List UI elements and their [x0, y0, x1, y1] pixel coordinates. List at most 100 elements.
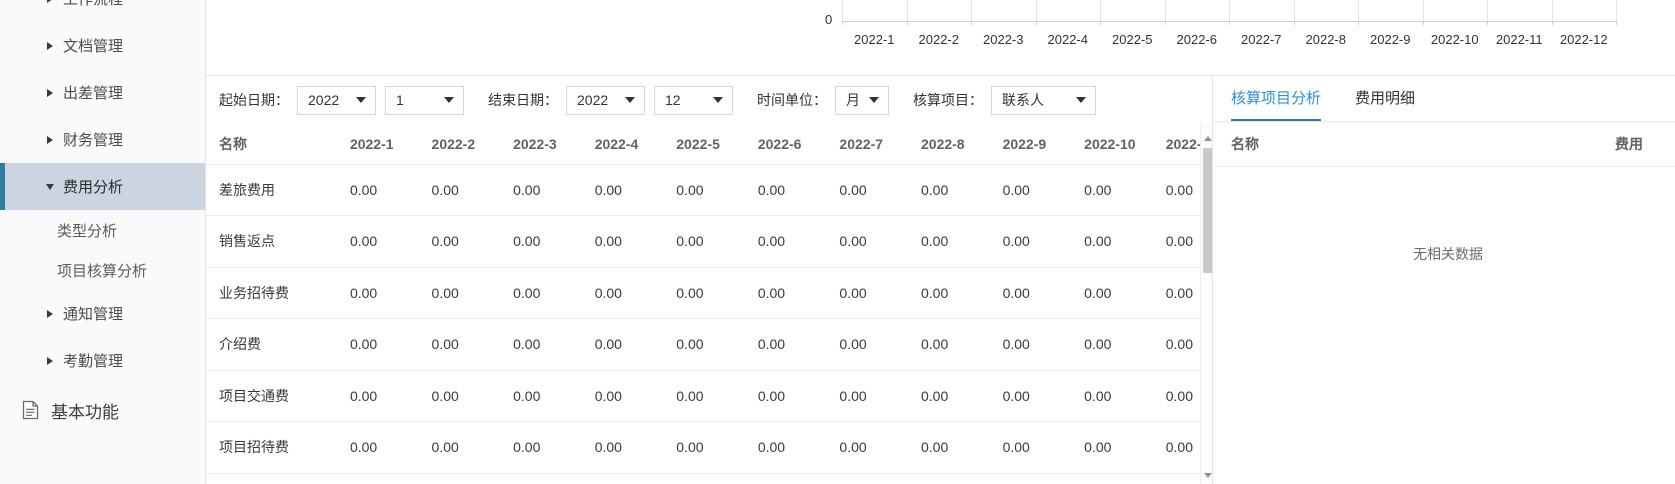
- sidebar-item-expense-analysis[interactable]: 费用分析: [0, 163, 205, 210]
- time-unit-select[interactable]: 月: [835, 85, 889, 115]
- table-column-month[interactable]: 2022-10: [1071, 124, 1153, 165]
- chart-plot-area: 0 2022-1 2022-2 2022-3 2022-4 2022-5 2022-6 20…: [206, 0, 1675, 76]
- chart-axis-tick: [1616, 21, 1617, 25]
- table-cell-value: 0.00: [744, 164, 827, 216]
- chart-gridline: [906, 0, 908, 21]
- table-cell-value: 0.00: [908, 215, 990, 268]
- chevron-right-icon: [47, 356, 53, 365]
- table-column-month[interactable]: 2022-3: [500, 124, 582, 165]
- scroll-down-button[interactable]: [1201, 468, 1212, 483]
- chevron-down-icon: [869, 97, 879, 103]
- sidebar-item-project-accounting-analysis[interactable]: 项目核算分析: [0, 250, 205, 290]
- table-cell-value: 0.00: [1152, 267, 1200, 319]
- chart-x-tick-label: 2022-12: [1559, 32, 1608, 47]
- chart-axis-tick: [1293, 21, 1295, 25]
- table-cell-value: 0.00: [826, 370, 908, 422]
- table-cell-value: 0.00: [1152, 164, 1200, 216]
- chart-gridline: [1487, 0, 1488, 21]
- table-cell-value: 0.00: [826, 164, 908, 216]
- table-column-month[interactable]: 2022-1: [336, 124, 419, 165]
- tab-expense-details[interactable]: 费用明细: [1355, 76, 1415, 121]
- table-column-month[interactable]: 2022-7: [826, 124, 908, 165]
- account-item-select[interactable]: 联系人: [991, 85, 1096, 115]
- table-cell-value: 0.00: [663, 215, 745, 268]
- sidebar-item-attendance-management[interactable]: 考勤管理: [0, 337, 205, 384]
- chart-axis-tick: [971, 21, 972, 25]
- table-row[interactable]: 项目交通费 0.00 0.00 0.00 0.00 0.00 0.00 0.00 0.00 0.0…: [206, 370, 1200, 422]
- table-cell-value: 0.00: [663, 421, 745, 474]
- table-cell-value: 0.00: [663, 267, 745, 319]
- chart-x-tick-label: 2022-11: [1495, 32, 1543, 47]
- sidebar-section-basic-functions[interactable]: 基本功能: [0, 384, 205, 436]
- table-column-month[interactable]: 2022-4: [581, 124, 664, 165]
- chart-x-tick-label: 2022-4: [1047, 32, 1088, 47]
- chart-gridline: [1293, 0, 1295, 21]
- table-cell-value: 0.00: [418, 267, 501, 319]
- table-cell-value: 0.00: [1152, 318, 1200, 371]
- table-cell-value: 0.00: [581, 267, 664, 319]
- chevron-down-icon: [46, 183, 54, 190]
- table-column-name[interactable]: 名称: [206, 124, 337, 165]
- table-cell-name: 销售返点: [206, 215, 337, 268]
- table-cell-value: 0.00: [500, 370, 582, 422]
- end-year-value: 2022: [577, 92, 609, 108]
- table-cell-value: 0.00: [418, 421, 501, 474]
- table-cell-value: 0.00: [336, 215, 419, 268]
- table-cell-value: 0.00: [826, 215, 908, 268]
- table-cell-value: 0.00: [989, 318, 1072, 371]
- table-column-month[interactable]: 2022-9: [989, 124, 1072, 165]
- table-cell-value: 0.00: [908, 164, 990, 216]
- table-row[interactable]: 业务招待费 0.00 0.00 0.00 0.00 0.00 0.00 0.00 0.00 0.0…: [206, 267, 1200, 319]
- table-column-month[interactable]: 2022-2: [418, 124, 501, 165]
- sidebar-item-notification-management[interactable]: 通知管理: [0, 290, 205, 337]
- table-column-month[interactable]: 2022-5: [663, 124, 745, 165]
- sidebar-item-label: 费用分析: [63, 179, 124, 196]
- sidebar-item-type-analysis[interactable]: 类型分析: [0, 210, 205, 250]
- chevron-right-icon: [47, 41, 53, 50]
- table-cell-value: 0.00: [826, 267, 908, 319]
- chart-axis-tick: [1164, 21, 1166, 25]
- table-row[interactable]: 销售返点 0.00 0.00 0.00 0.00 0.00 0.00 0.00 0.00 0.00…: [206, 215, 1200, 268]
- caret-up-icon: [1203, 136, 1212, 141]
- end-year-select[interactable]: 2022: [566, 85, 645, 115]
- detail-empty-state: 无相关数据: [1213, 167, 1675, 484]
- tab-accounting-item-analysis[interactable]: 核算项目分析: [1231, 76, 1322, 121]
- table-cell-value: 0.00: [826, 318, 908, 371]
- table-vertical-scrollbar[interactable]: [1200, 124, 1212, 484]
- table-cell-value: 0.00: [581, 164, 664, 216]
- detail-tabs: 核算项目分析 费用明细: [1213, 76, 1675, 122]
- table-cell-value: 0.00: [1071, 215, 1153, 268]
- chart-axis-tick: [906, 21, 908, 25]
- table-cell-value: 0.00: [908, 370, 990, 422]
- table-column-month[interactable]: 2022-11: [1152, 124, 1200, 165]
- table-cell-value: 0.00: [663, 370, 745, 422]
- table-cell-value: 0.00: [418, 215, 501, 268]
- sidebar-item-workflow[interactable]: 工作流程: [0, 0, 206, 22]
- table-row[interactable]: 项目招待费 0.00 0.00 0.00 0.00 0.00 0.00 0.00 0.00 0.0…: [206, 421, 1200, 474]
- sidebar-item-document-management[interactable]: 文档管理: [0, 22, 205, 69]
- scrollbar-thumb[interactable]: [1203, 148, 1212, 273]
- start-year-value: 2022: [308, 92, 340, 108]
- sidebar-item-business-trip-management[interactable]: 出差管理: [0, 69, 205, 116]
- tab-label: 费用明细: [1355, 90, 1416, 107]
- table-cell-name: 项目交通费: [206, 370, 337, 422]
- table-row[interactable]: 差旅费用 0.00 0.00 0.00 0.00 0.00 0.00 0.00 0.00 0.00…: [206, 164, 1200, 216]
- chart-gridline: [1551, 0, 1553, 21]
- table-cell-value: 0.00: [908, 267, 990, 319]
- detail-table-header: 名称 费用: [1213, 122, 1675, 167]
- table-row[interactable]: 介绍费 0.00 0.00 0.00 0.00 0.00 0.00 0.00 0.00 0.00 0…: [206, 318, 1200, 371]
- start-month-select[interactable]: 1: [385, 85, 464, 115]
- chart-x-tick-label: 2022-10: [1430, 32, 1479, 47]
- sidebar-item-finance-management[interactable]: 财务管理: [0, 116, 205, 163]
- scroll-up-button[interactable]: [1201, 131, 1212, 146]
- table-column-month[interactable]: 2022-6: [744, 124, 827, 165]
- table-cell-value: 0.00: [500, 164, 582, 216]
- end-month-select[interactable]: 12: [654, 85, 733, 115]
- chart-gridline: [1358, 0, 1359, 21]
- start-year-select[interactable]: 2022: [297, 85, 376, 115]
- chevron-down-icon: [713, 97, 723, 103]
- chart-gridline: [842, 0, 843, 21]
- expense-table-scroll-area[interactable]: 名称 2022-1 2022-2 2022-3 2022-4 2022-5 2022-6 20…: [206, 124, 1200, 484]
- table-column-month[interactable]: 2022-8: [908, 124, 990, 165]
- table-cell-value: 0.00: [581, 318, 664, 371]
